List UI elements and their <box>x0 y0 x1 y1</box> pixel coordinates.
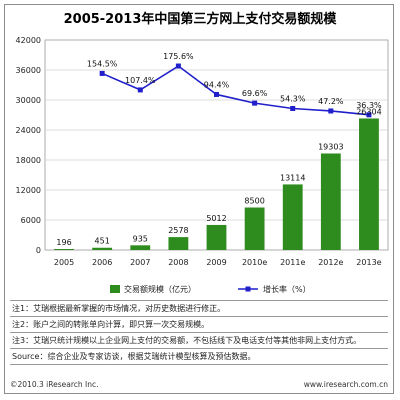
note-1: 注1：艾瑞根据最新掌握的市场情况，对历史数据进行修正。 <box>10 300 388 316</box>
bar-value-label: 935 <box>133 234 148 243</box>
bar <box>168 237 189 250</box>
bar <box>359 118 379 250</box>
copyright-text: ©2010.3 iResearch Inc. <box>10 380 99 389</box>
bar <box>130 245 151 250</box>
y-tick-label: 18000 <box>16 156 41 165</box>
bar-value-label: 19303 <box>318 142 343 151</box>
growth-rate-label: 175.6% <box>163 52 194 61</box>
bar <box>282 184 303 250</box>
bar-value-label: 2578 <box>168 226 188 235</box>
y-tick-label: 6000 <box>21 216 41 225</box>
x-tick-label: 2011e <box>280 258 305 267</box>
x-tick-label: 2008 <box>168 258 188 267</box>
bar <box>92 247 113 250</box>
growth-rate-point <box>99 70 105 76</box>
note-3: 注3：艾瑞只统计规模以上企业网上支付的交易额，不包括线下及电话支付等其他非网上支… <box>10 332 388 348</box>
growth-rate-point <box>137 87 143 93</box>
bar-value-label: 13114 <box>280 173 305 182</box>
legend-line-label: 增长率（%） <box>263 284 311 294</box>
legend-bar-swatch <box>110 285 120 293</box>
growth-rate-point <box>214 91 219 97</box>
growth-rate-point <box>328 108 334 114</box>
x-tick-label: 2013e <box>356 258 381 267</box>
label-layer: 196 451 935 2578 5012 8500 13114 19303 26304 154.… <box>56 52 382 247</box>
growth-rate-point <box>252 100 258 106</box>
growth-rate-line <box>101 65 370 116</box>
y-tick-label: 24000 <box>16 126 41 135</box>
y-tick-label: 42000 <box>16 36 41 45</box>
bar <box>54 249 74 250</box>
growth-rate-label: 54.3% <box>280 94 306 103</box>
growth-rate-point <box>175 63 181 69</box>
footer-url: www.iresearch.com.cn <box>303 380 388 389</box>
bar-value-label: 8500 <box>244 197 264 206</box>
y-tick-label: 36000 <box>16 66 41 75</box>
bar <box>206 224 227 250</box>
axis-layer: 0 6000 12000 18000 24000 30000 36000 42000 2005 2… <box>16 36 382 267</box>
growth-rate-point <box>290 105 296 111</box>
growth-rate-point <box>366 112 372 118</box>
legend-bar-label: 交易额规模（亿元） <box>124 284 196 294</box>
growth-rate-label: 154.5% <box>87 59 118 68</box>
bar-value-label: 5012 <box>206 214 226 223</box>
bar-value-label: 26304 <box>356 107 381 116</box>
growth-rate-label: 94.4% <box>204 80 230 89</box>
y-tick-label: 12000 <box>16 186 41 195</box>
growth-rate-label: 36.3% <box>356 101 382 110</box>
note-2: 注2：账户之间的转账单向计算，即只算一次交易规模。 <box>10 316 388 332</box>
x-tick-label: 2010e <box>242 258 267 267</box>
growth-rate-label: 107.4% <box>125 76 156 85</box>
x-tick-label: 2007 <box>130 258 150 267</box>
bar-value-label: 451 <box>95 237 110 246</box>
growth-rate-label: 69.6% <box>242 89 268 98</box>
y-tick-label: 0 <box>36 246 41 255</box>
growth-rate-label: 47.2% <box>318 97 344 106</box>
source-note: Source：综合企业及专家访谈，根据艾瑞统计模型核算及预估数据。 <box>10 348 388 365</box>
legend-line-marker <box>245 286 251 292</box>
x-tick-label: 2005 <box>54 258 74 267</box>
chart-title: 2005-2013年中国第三方网上支付交易额规模 <box>63 12 337 27</box>
line-layer <box>99 63 372 118</box>
x-tick-label: 2009 <box>206 258 226 267</box>
bar-layer <box>54 118 379 250</box>
x-tick-label: 2012e <box>318 258 343 267</box>
legend-layer: 交易额规模（亿元） 增长率（%） <box>110 284 311 294</box>
y-tick-label: 30000 <box>16 96 41 105</box>
notes-section: 注1：艾瑞根据最新掌握的市场情况，对历史数据进行修正。 注2：账户之间的转账单向… <box>10 300 388 365</box>
bar <box>320 153 341 250</box>
bar-value-label: 196 <box>56 238 71 247</box>
bar <box>244 207 265 250</box>
x-tick-label: 2006 <box>92 258 112 267</box>
